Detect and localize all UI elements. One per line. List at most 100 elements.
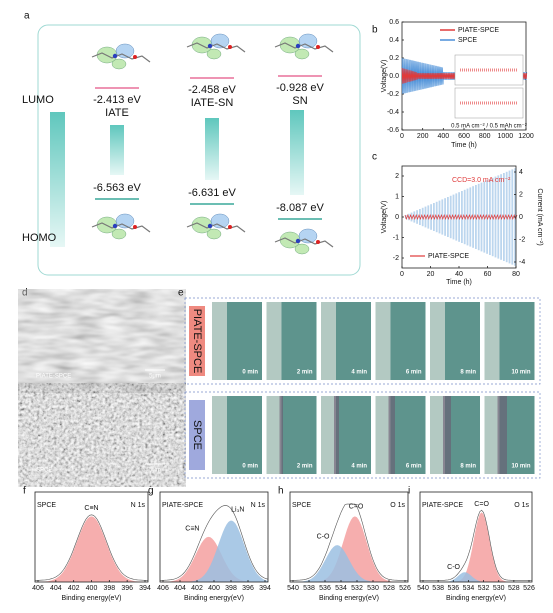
- x-tick-label: 200: [417, 133, 429, 140]
- electrode-edge: [321, 302, 336, 380]
- xps-peak: [420, 512, 532, 582]
- xps-peak: [160, 520, 268, 582]
- panel-label: i: [408, 486, 410, 497]
- lumo-label: LUMO: [22, 94, 54, 106]
- x-tick-label: 0: [400, 133, 404, 140]
- sem-image: [32, 392, 172, 478]
- homo-label: HOMO: [22, 232, 57, 244]
- panel-label: d: [22, 288, 28, 299]
- bonds: [274, 237, 334, 248]
- time-label: 4 min: [351, 370, 367, 376]
- gap-bar: [110, 125, 124, 175]
- xps-envelope: [420, 509, 532, 581]
- y-tick-label: -0.2: [387, 91, 399, 98]
- voltage-trace: [404, 213, 518, 221]
- electrode-edge: [266, 396, 282, 474]
- x-tick-label: 400: [86, 585, 98, 592]
- y-tick-label: -2: [519, 236, 525, 243]
- atom: [207, 43, 213, 49]
- x-tick-label: 540: [287, 585, 299, 592]
- y-axis-label: Voltage(V): [381, 60, 388, 93]
- peak-label: Li₃N: [231, 507, 244, 514]
- x-tick-label: 398: [103, 585, 115, 592]
- peak-label: C-O: [317, 534, 330, 541]
- x-tick-label: 80: [512, 271, 520, 278]
- row-tag: [189, 306, 205, 376]
- annotation: 0.5 mA cm⁻² / 0.5 mAh cm⁻²: [451, 124, 527, 130]
- xps-envelope: [35, 514, 148, 581]
- x-tick-label: 534: [463, 585, 475, 592]
- x-tick-label: 538: [303, 585, 315, 592]
- bonds: [186, 42, 246, 53]
- x-tick-label: 402: [68, 585, 80, 592]
- molecule-name: SN: [292, 95, 307, 107]
- y-tick-label: 0.0: [389, 73, 399, 80]
- atom: [295, 43, 301, 49]
- dendrite: [443, 396, 451, 474]
- homo-energy: -8.087 eV: [276, 202, 324, 214]
- atom: [207, 223, 213, 229]
- atom: [295, 238, 301, 244]
- atom: [228, 225, 232, 229]
- orbital: [206, 48, 222, 60]
- x-tick-label: 536: [319, 585, 331, 592]
- orbital: [111, 58, 127, 70]
- x-tick-label: 1000: [498, 133, 514, 140]
- x-tick-label: 400: [208, 585, 220, 592]
- electrode-edge: [484, 396, 500, 474]
- x-tick-label: 400: [437, 133, 449, 140]
- y-tick-label: 0.2: [389, 55, 399, 62]
- y-tick-label: 0: [519, 214, 523, 221]
- dendrite: [279, 396, 283, 474]
- x-tick-label: 394: [259, 585, 271, 592]
- y-tick-label: -0.4: [387, 109, 399, 116]
- time-label: 4 min: [351, 464, 367, 470]
- x-axis-label: Binding energy(eV): [62, 595, 122, 602]
- peak-label: C≡N: [185, 526, 199, 533]
- x-axis-label: Binding energy(eV): [446, 595, 506, 602]
- x-tick-label: 404: [50, 585, 62, 592]
- electrode-edge: [375, 302, 391, 380]
- homo-energy: -6.563 eV: [93, 182, 141, 194]
- time-label: 6 min: [406, 464, 422, 470]
- peak-label: C=O: [349, 503, 364, 510]
- bonds: [91, 52, 151, 63]
- time-label: 10 min: [511, 370, 530, 376]
- orbital: [294, 48, 310, 60]
- x-tick-label: 60: [484, 271, 492, 278]
- row-frame: [184, 391, 541, 479]
- xps-peak: [290, 516, 408, 582]
- x-tick-label: 394: [139, 585, 151, 592]
- core-label: N 1s: [131, 502, 146, 509]
- y-tick-label: 2: [519, 191, 523, 198]
- atom: [316, 45, 320, 49]
- x-tick-label: 530: [367, 585, 379, 592]
- lumo-energy: -2.413 eV: [93, 94, 141, 106]
- x-tick-label: 40: [455, 271, 463, 278]
- xps-peak: [35, 516, 148, 582]
- panel-label: b: [372, 25, 378, 36]
- sem-image: [32, 298, 172, 384]
- panel-label: c: [372, 152, 377, 163]
- xps-envelope: [290, 503, 408, 581]
- core-label: O 1s: [514, 502, 529, 509]
- time-label: 2 min: [297, 464, 313, 470]
- electrode-edge: [484, 302, 500, 380]
- y-tick-label: 0.4: [389, 37, 399, 44]
- x-tick-label: 540: [417, 585, 429, 592]
- row-label: PIATE-SPCE: [191, 309, 203, 374]
- xps-peak: [290, 545, 408, 582]
- x-tick-label: 600: [458, 133, 470, 140]
- atom: [133, 225, 137, 229]
- y-tick-label: -4: [519, 259, 525, 266]
- time-label: 2 min: [297, 370, 313, 376]
- scale-label: 5μm: [149, 468, 161, 474]
- legend-label: PIATE-SPCE: [458, 27, 499, 34]
- dendrite: [497, 396, 507, 474]
- sample-label: SPCE: [37, 502, 56, 509]
- lumo-energy: -0.928 eV: [276, 82, 324, 94]
- x-tick-label: 396: [242, 585, 254, 592]
- sample-label: PIATE-SPCE: [422, 502, 463, 509]
- row-tag: [189, 400, 205, 470]
- y-tick-label: 1: [395, 193, 399, 200]
